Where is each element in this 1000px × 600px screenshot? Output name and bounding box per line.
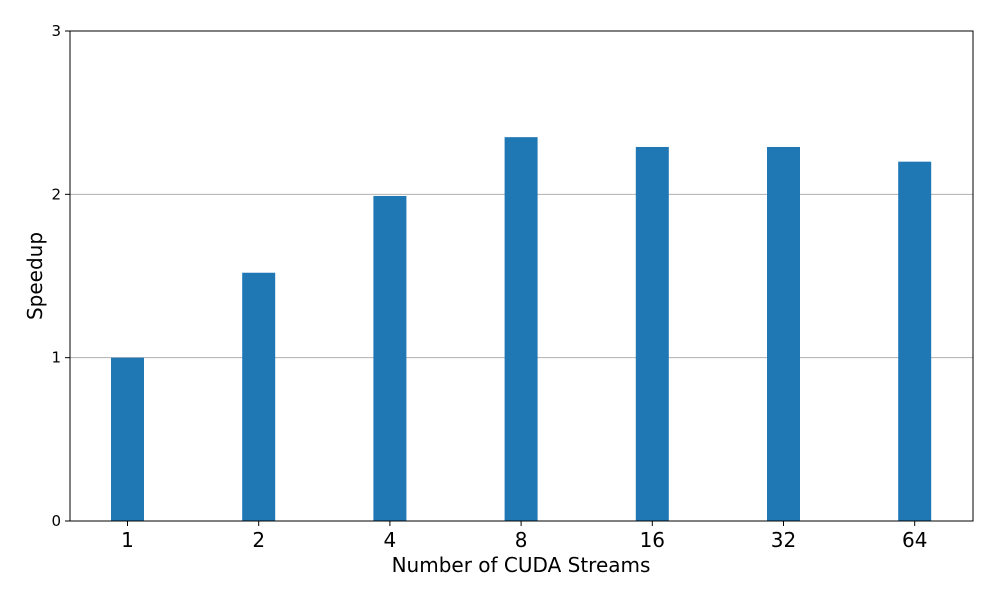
y-tick-label: 3	[51, 22, 61, 40]
y-tick-label: 2	[51, 185, 61, 203]
y-tick-label: 1	[51, 349, 61, 367]
bar-4	[373, 195, 407, 521]
y-axis: 0 1 2 3	[51, 22, 70, 530]
bar-32	[767, 146, 800, 521]
x-tick-label: 4	[384, 528, 397, 552]
x-tick-label: 64	[902, 528, 927, 552]
y-tick-label: 0	[51, 512, 61, 530]
bars	[111, 137, 932, 521]
bar-64	[898, 161, 932, 521]
bar-8	[504, 137, 538, 521]
x-axis-label: Number of CUDA Streams	[392, 553, 651, 577]
x-axis: 1 2 4 8 16 32 64	[121, 521, 927, 552]
bar-1	[111, 357, 144, 521]
y-axis-label: Speedup	[23, 232, 47, 320]
bar-2	[242, 272, 276, 521]
x-tick-label: 16	[640, 528, 665, 552]
bar-16	[635, 146, 669, 521]
x-tick-label: 32	[771, 528, 796, 552]
x-tick-label: 8	[515, 528, 528, 552]
x-tick-label: 2	[252, 528, 265, 552]
x-tick-label: 1	[121, 528, 134, 552]
